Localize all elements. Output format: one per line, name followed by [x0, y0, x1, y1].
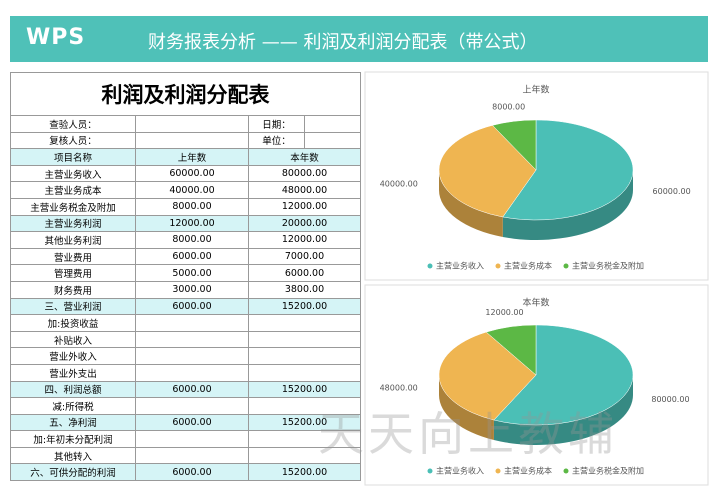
- table-row: 主营业务税金及附加 8000.00 12000.00: [10, 197, 361, 216]
- slice-side: [493, 375, 633, 446]
- data-label: 12000.00: [485, 308, 523, 317]
- table-row: 主营业务收入 60000.00 80000.00: [10, 164, 361, 183]
- column-header: 项目名称: [10, 148, 136, 166]
- legend-label: 主营业务税金及附加: [572, 466, 644, 476]
- table-row: 管理费用 5000.00 6000.00: [10, 264, 361, 282]
- data-label: 80000.00: [651, 395, 689, 404]
- table-row: 主营业务利润 12000.00 20000.00: [10, 214, 361, 233]
- watermark: 天天向上教辅: [318, 407, 618, 461]
- legend-label: 主营业务成本: [504, 261, 552, 271]
- cell: 15200.00: [248, 297, 361, 316]
- legend-marker: [563, 468, 569, 474]
- slice-side: [502, 170, 633, 240]
- table-row: 其他业务利润 8000.00 12000.00: [10, 231, 361, 249]
- table-row: 加:年初未分配利润: [10, 430, 361, 448]
- legend-label: 主营业务税金及附加: [572, 261, 644, 271]
- row-label: 五、净利润: [10, 413, 136, 432]
- cell: 6000.00: [135, 463, 249, 482]
- table-row: 补贴收入: [10, 330, 361, 349]
- slice: [502, 119, 634, 221]
- slice: [485, 324, 537, 376]
- table-row: 营业外收入: [10, 347, 361, 365]
- data-label: 40000.00: [380, 179, 418, 188]
- cell: 15200.00: [248, 413, 361, 432]
- table: 利润及利润分配表 查验人员： 日期： 复核人员： 单位： 项目名称 上年数 本年数 主营业务收入…: [10, 72, 361, 482]
- data-label: 8000.00: [492, 102, 525, 111]
- legend-marker: [427, 468, 433, 474]
- slice-side: [439, 375, 494, 441]
- legend-marker: [563, 263, 569, 269]
- slice: [438, 125, 537, 218]
- column-header: 本年数: [248, 148, 361, 166]
- table-row: 六、可供分配的利润 6000.00 15200.00: [10, 463, 361, 482]
- slice-side: [439, 170, 503, 237]
- header-bar: WPS 财务报表分析 —— 利润及利润分配表（带公式）: [10, 16, 708, 62]
- header-row: 项目名称 上年数 本年数: [10, 148, 361, 166]
- legend-label: 主营业务收入: [436, 466, 484, 476]
- table-row: 加:投资收益: [10, 314, 361, 332]
- logo: WPS: [26, 25, 86, 50]
- meta-row: 查验人员： 日期：: [10, 115, 361, 133]
- legend-label: 主营业务成本: [504, 466, 552, 476]
- cell: 6000.00: [135, 380, 249, 399]
- data-label: 60000.00: [653, 187, 691, 196]
- legend-marker: [495, 468, 501, 474]
- slice: [493, 324, 634, 426]
- table-row: 主营业务成本 40000.00 48000.00: [10, 181, 361, 199]
- cell: 15200.00: [248, 463, 361, 482]
- table-title: 利润及利润分配表: [10, 72, 361, 116]
- meta-row: 复核人员： 单位：: [10, 131, 361, 150]
- chart-title: 本年数: [522, 297, 549, 309]
- row-label: 六、可供分配的利润: [10, 463, 136, 482]
- slice: [438, 331, 537, 421]
- slice: [491, 119, 537, 171]
- data-label: 48000.00: [380, 383, 418, 392]
- legend-label: 主营业务收入: [436, 261, 484, 271]
- cell: 12000.00: [135, 214, 249, 233]
- header-title: 财务报表分析 —— 利润及利润分配表（带公式）: [148, 32, 538, 53]
- title-row: 利润及利润分配表: [10, 72, 361, 116]
- legend-marker: [495, 263, 501, 269]
- legend-marker: [427, 263, 433, 269]
- table-row: 营业费用 6000.00 7000.00: [10, 247, 361, 266]
- chart-title: 上年数: [522, 84, 549, 96]
- row-label: 三、营业利润: [10, 297, 136, 316]
